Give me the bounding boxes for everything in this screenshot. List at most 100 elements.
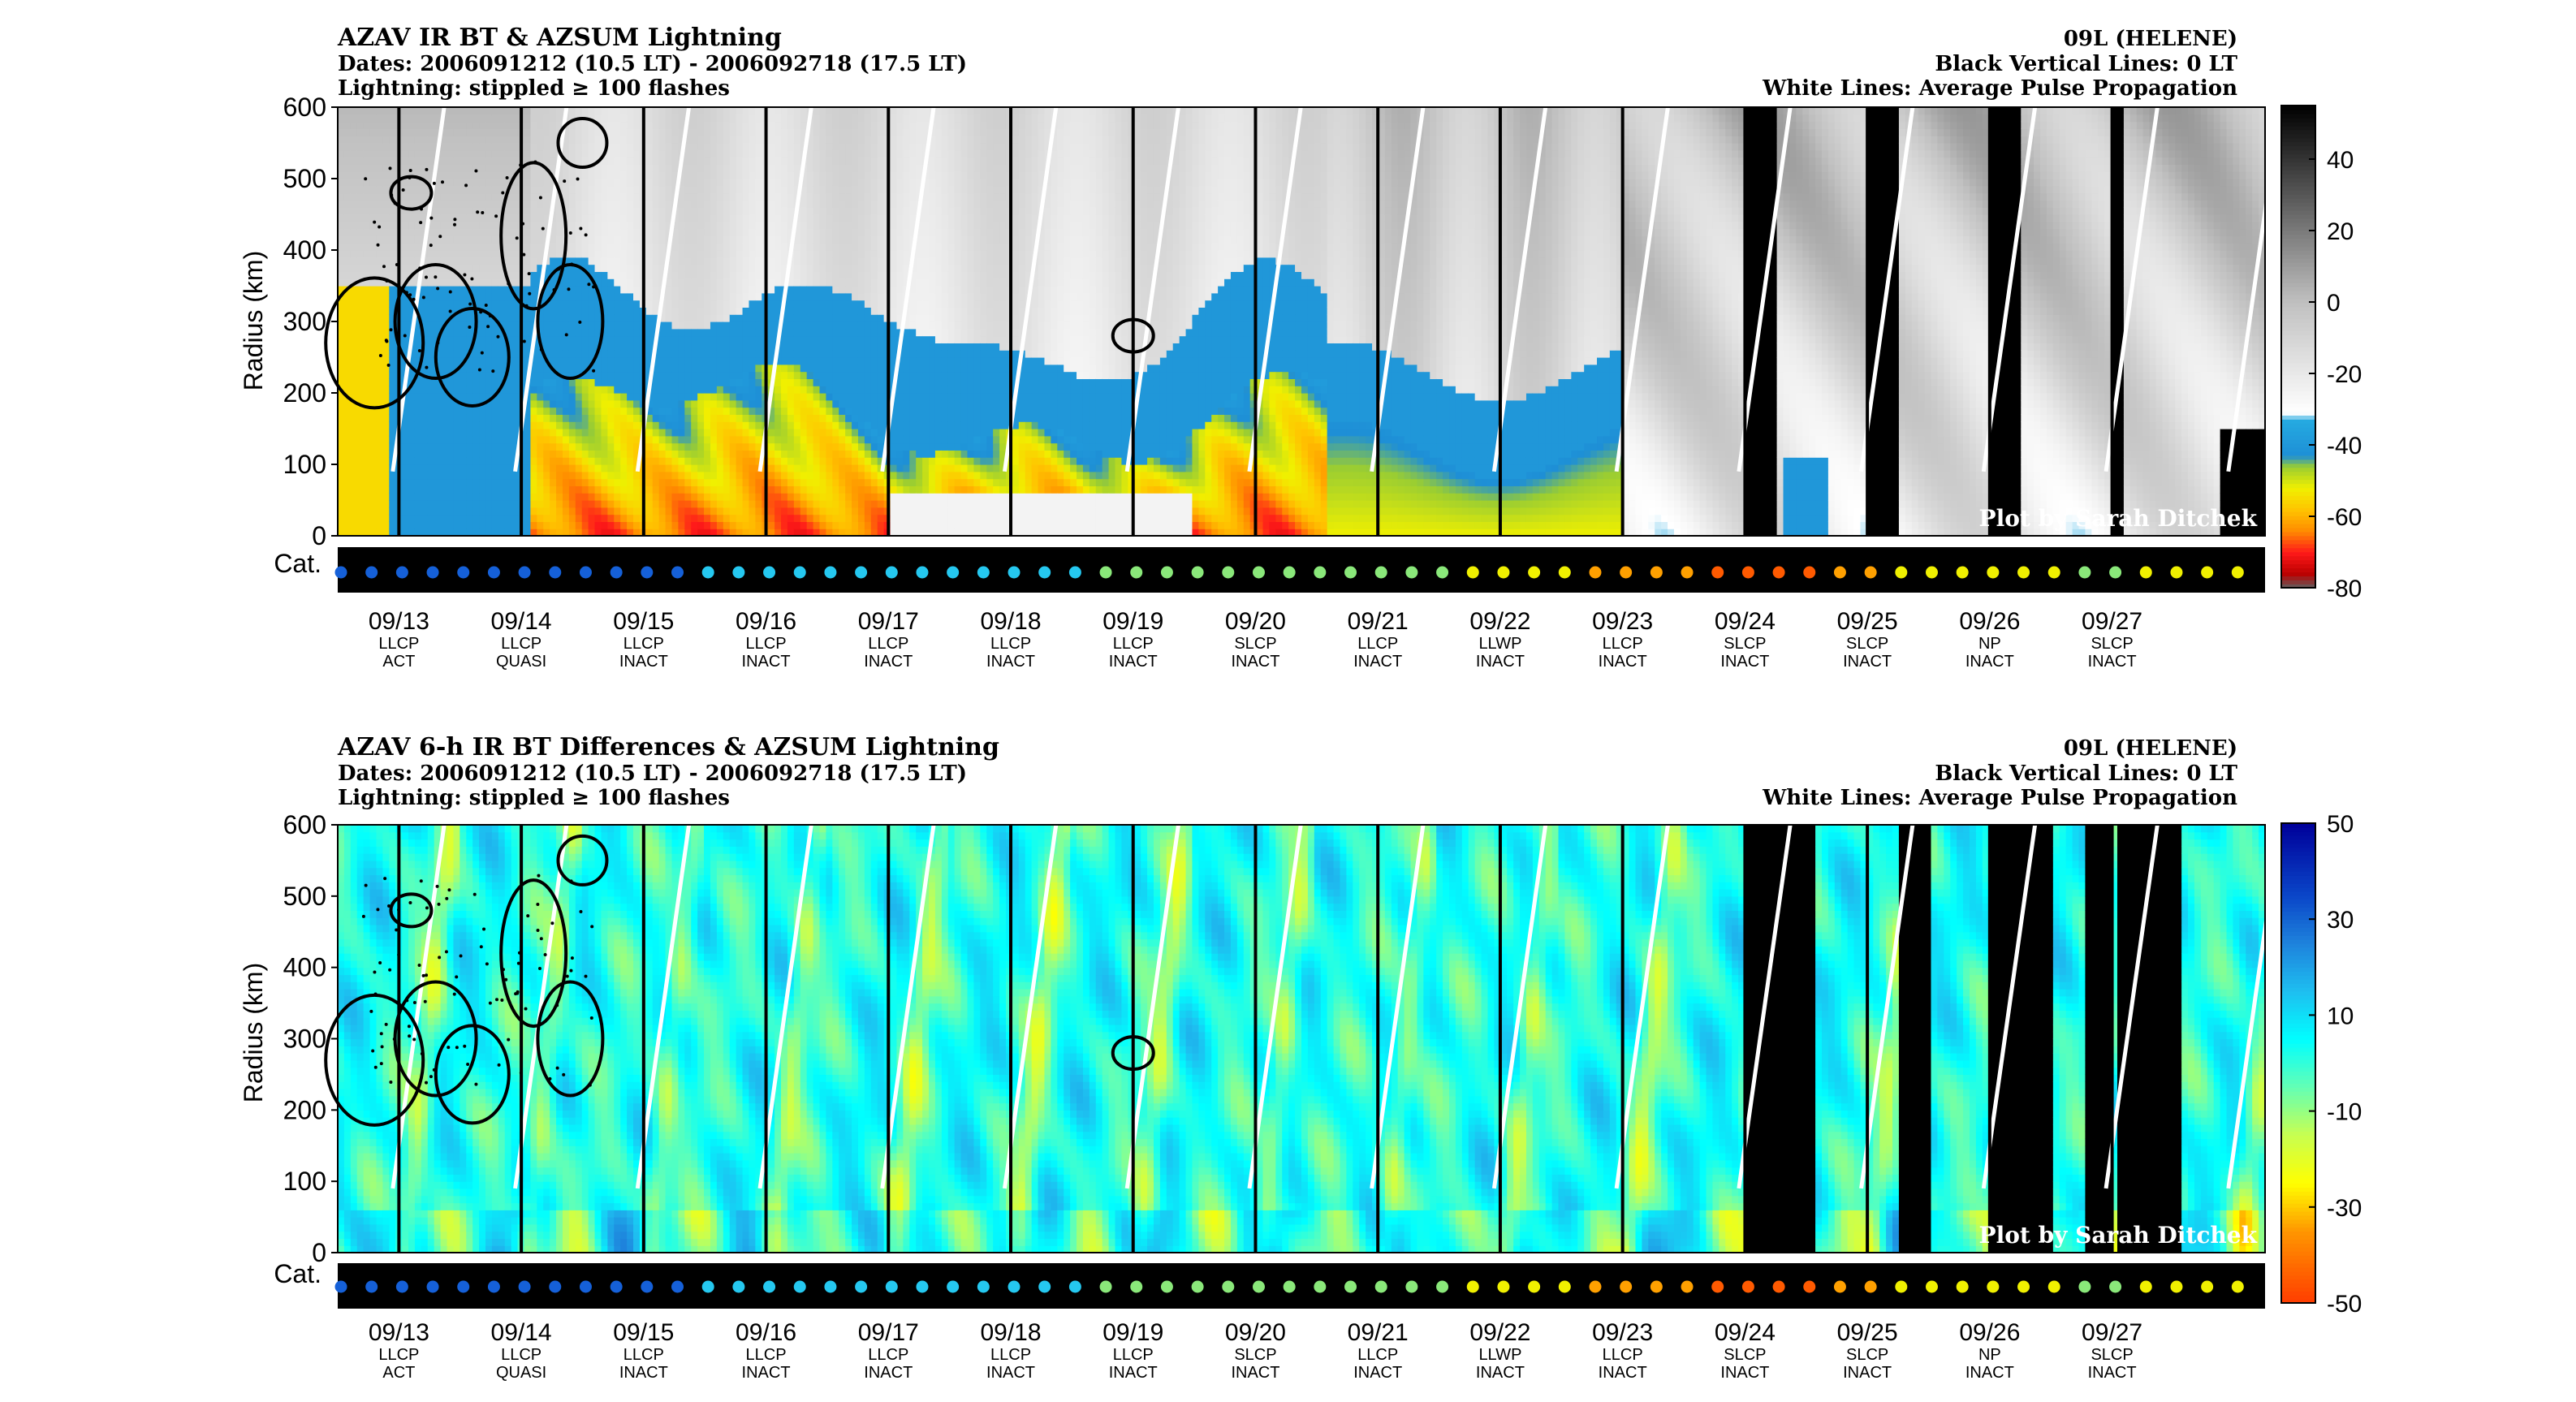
heat-cell: [434, 421, 442, 429]
heat-cell: [351, 164, 358, 171]
heat-cell: [357, 293, 365, 300]
heat-cell: [408, 193, 416, 201]
heat-cell: [441, 429, 448, 436]
heat-cell: [338, 329, 345, 336]
panel1-storm-name: 09L (HELENE): [2064, 27, 2237, 51]
heat-cell: [370, 179, 378, 186]
heat-cell: [415, 143, 422, 150]
heat-cell: [421, 457, 429, 464]
heat-cell: [428, 443, 435, 451]
heat-cell: [421, 400, 429, 408]
heat-cell: [351, 179, 358, 186]
heat-cell: [344, 479, 352, 486]
heat-cell: [382, 321, 390, 329]
heat-cell: [389, 235, 396, 243]
heat-cell: [408, 450, 416, 457]
heat-cell: [428, 386, 435, 393]
heat-cell: [389, 393, 396, 400]
heat-cell: [357, 257, 365, 265]
heat-cell: [421, 278, 429, 286]
heat-cell: [357, 222, 365, 229]
heat-cell: [402, 229, 409, 236]
heat-cell: [376, 307, 383, 314]
heat-cell: [351, 357, 358, 365]
heat-cell: [351, 114, 358, 122]
heat-cell: [402, 265, 409, 272]
heat-cell: [357, 436, 365, 443]
heat-cell: [408, 472, 416, 479]
heat-cell: [351, 436, 358, 443]
heat-cell: [402, 343, 409, 350]
heat-cell: [402, 243, 409, 250]
heat-cell: [351, 336, 358, 343]
heat-cell: [338, 193, 345, 201]
heat-cell: [344, 350, 352, 357]
heat-cell: [344, 229, 352, 236]
heat-cell: [376, 329, 383, 336]
heat-cell: [428, 485, 435, 493]
heat-cell: [415, 450, 422, 457]
heat-cell: [370, 186, 378, 193]
heat-cell: [382, 257, 390, 265]
heat-cell: [389, 414, 396, 421]
heat-cell: [434, 114, 442, 122]
heat-cell: [338, 450, 345, 457]
heat-cell: [434, 222, 442, 229]
heat-cell: [370, 414, 378, 421]
heat-cell: [389, 157, 396, 165]
heat-cell: [370, 250, 378, 257]
heat-cell: [370, 365, 378, 372]
heat-cell: [415, 464, 422, 472]
heat-cell: [376, 386, 383, 393]
heat-cell: [408, 114, 416, 122]
heat-cell: [434, 479, 442, 486]
heat-cell: [338, 207, 345, 214]
heat-cell: [351, 386, 358, 393]
heat-cell: [357, 207, 365, 214]
heat-cell: [421, 515, 429, 522]
heat-cell: [344, 429, 352, 436]
heat-cell: [428, 286, 435, 293]
heat-cell: [434, 515, 442, 522]
heat-cell: [376, 250, 383, 257]
heat-cell: [382, 378, 390, 386]
heat-cell: [364, 257, 371, 265]
heat-cell: [402, 122, 409, 129]
heat-cell: [364, 521, 371, 528]
heat-cell: [370, 372, 378, 379]
heat-cell: [408, 464, 416, 472]
heat-cell: [402, 493, 409, 500]
heat-cell: [357, 372, 365, 379]
heat-cell: [344, 485, 352, 493]
heat-cell: [382, 350, 390, 357]
heat-cell: [441, 150, 448, 157]
heat-cell: [370, 257, 378, 265]
heat-cell: [376, 164, 383, 171]
heat-cell: [364, 222, 371, 229]
heat-cell: [370, 436, 378, 443]
heat-cell: [344, 150, 352, 157]
heat-cell: [370, 293, 378, 300]
heat-cell: [389, 136, 396, 143]
heat-cell: [364, 464, 371, 472]
heat-cell: [344, 200, 352, 207]
heat-cell: [421, 386, 429, 393]
heat-cell: [344, 443, 352, 451]
heat-cell: [376, 214, 383, 222]
heat-cell: [338, 429, 345, 436]
heat-cell: [376, 193, 383, 201]
heat-cell: [357, 286, 365, 293]
heat-cell: [364, 314, 371, 321]
heat-cell: [441, 229, 448, 236]
heat-cell: [428, 143, 435, 150]
heat-cell: [389, 372, 396, 379]
heat-cell: [408, 150, 416, 157]
heat-cell: [370, 128, 378, 136]
heat-cell: [370, 122, 378, 129]
heat-cell: [434, 193, 442, 201]
heat-cell: [370, 307, 378, 314]
heat-cell: [428, 515, 435, 522]
heat-cell: [338, 143, 345, 150]
heat-cell: [338, 515, 345, 522]
heat-cell: [338, 493, 345, 500]
